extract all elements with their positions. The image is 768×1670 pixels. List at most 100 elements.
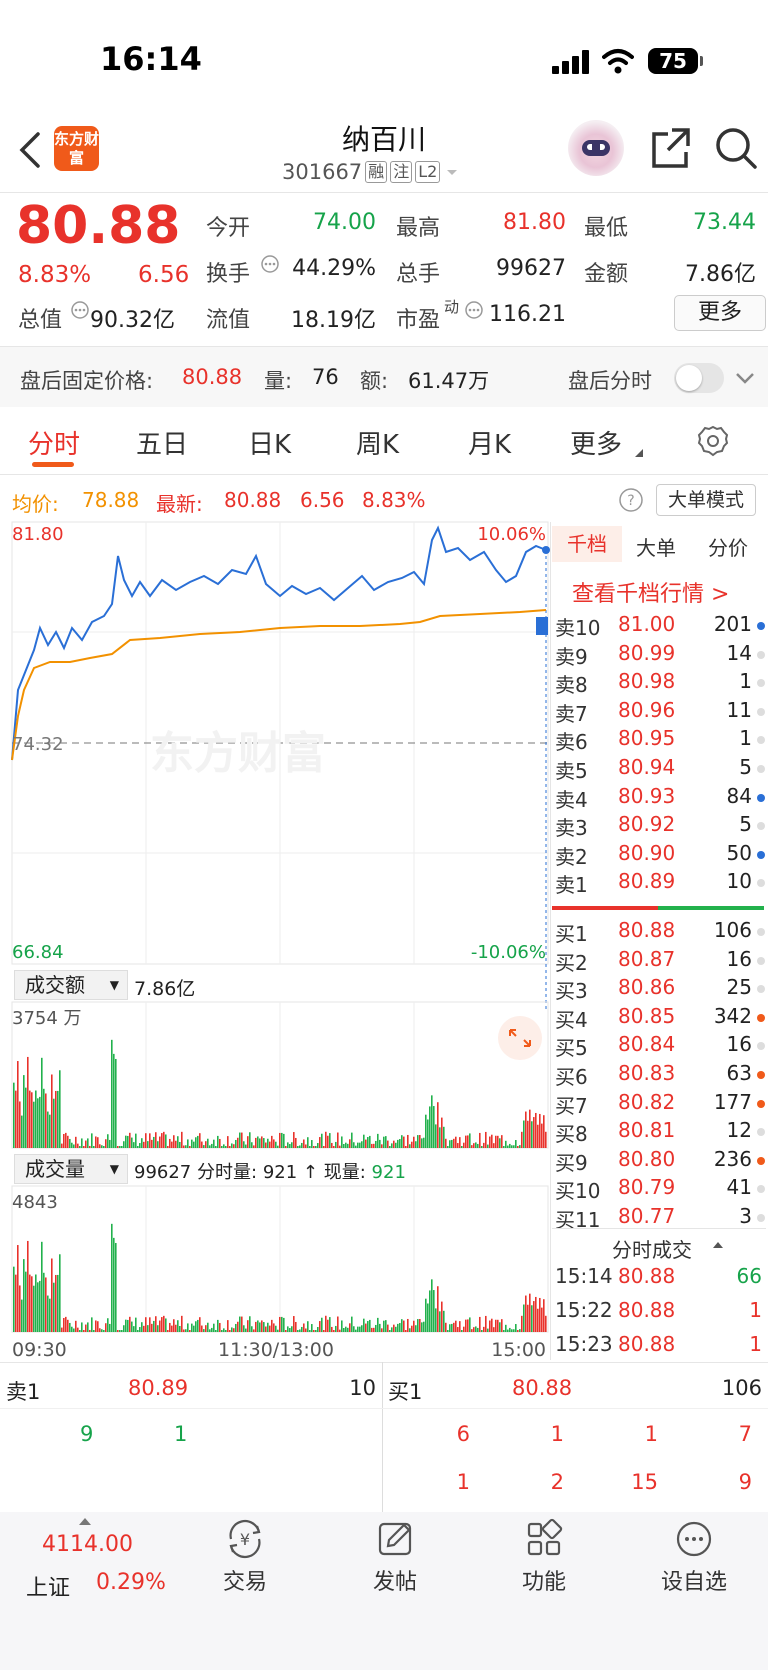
help-icon[interactable]: ? [618,487,644,513]
view-thousand-levels-link[interactable]: 查看千档行情 > [572,582,730,607]
volume-bar [81,1322,83,1332]
queue-buy-vol: 106 [721,1376,762,1400]
ask-row[interactable]: 卖5 80.94 5 [552,755,766,783]
ask-row[interactable]: 卖9 80.99 14 [552,641,766,669]
volume-bar [351,1132,353,1148]
large-order-mode-button[interactable]: 大单模式 [656,484,756,516]
tab-price-dist[interactable]: 分价 [708,536,748,560]
time-sales-title[interactable]: 分时成交 [612,1238,692,1262]
ask-row[interactable]: 卖10 81.00 201 [552,612,766,640]
ask-row[interactable]: 卖7 80.96 11 [552,698,766,726]
pe-superscript: 动 [444,298,460,316]
volume-bar [389,1330,391,1332]
volume-bar [221,1146,223,1148]
bid-row[interactable]: 买7 80.82 177 [552,1090,766,1118]
info-dots-icon[interactable] [260,254,280,274]
ask-row[interactable]: 卖4 80.93 84 [552,784,766,812]
tab-monthly-k[interactable]: 月K [468,430,512,460]
volume-bar [157,1325,159,1332]
volume-bar [53,1282,55,1332]
bid-level: 买3 [555,979,588,1004]
bid-dot-icon [757,1128,765,1137]
volume-bar [489,1136,491,1148]
nav-add-watchlist[interactable]: 设自选 [644,1518,744,1596]
amount-select[interactable]: 成交额 ▼ [14,970,128,1000]
index-pct[interactable]: 0.29% [96,1570,166,1595]
chevron-down-icon[interactable] [734,370,756,386]
volume-bar [127,1319,129,1332]
bid-row[interactable]: 买5 80.84 16 [552,1032,766,1060]
volume-bar [307,1137,309,1148]
bid-row[interactable]: 买2 80.87 16 [552,947,766,975]
bid-row[interactable]: 买1 80.88 106 [552,918,766,946]
tab-five-day[interactable]: 五日 [136,430,189,460]
tab-thousand-levels[interactable]: 千档 [552,526,622,562]
bid-row[interactable]: 买9 80.80 236 [552,1147,766,1175]
volume-bar [373,1143,375,1148]
ask-row[interactable]: 卖6 80.95 1 [552,726,766,754]
ai-assistant-avatar[interactable] [568,120,624,176]
tab-intraday[interactable]: 分时 [28,430,81,460]
tab-more[interactable]: 更多 [570,430,623,460]
after-hours-toggle[interactable] [674,363,724,393]
settings-gear-icon[interactable] [696,424,730,458]
search-icon[interactable] [714,126,758,170]
info-dots-icon[interactable] [464,300,484,320]
x-label-midday: 11:30/13:00 [218,1339,334,1361]
queue-sell-label: 卖1 [6,1380,41,1404]
bid-row[interactable]: 买8 80.81 12 [552,1118,766,1146]
volume-bar [67,1319,69,1332]
info-dots-icon[interactable] [70,300,90,320]
volume-bar [253,1145,255,1148]
volume-bar [245,1328,247,1332]
tab-daily-k[interactable]: 日K [248,430,292,460]
volume-bar [397,1323,399,1332]
nav-post[interactable]: 发帖 [345,1518,445,1596]
bid-row[interactable]: 买4 80.85 342 [552,1004,766,1032]
app-logo[interactable]: 东方财富 [54,126,99,171]
volume-bar [273,1139,275,1148]
collapse-up-icon[interactable] [78,1516,92,1526]
volume-bar [337,1316,339,1332]
volume-bar [163,1131,165,1148]
tab-weekly-k[interactable]: 周K [356,430,400,460]
sell-queue-order: 1 [174,1422,188,1446]
bid-row[interactable]: 买3 80.86 25 [552,975,766,1003]
share-icon[interactable] [650,126,692,170]
ask-price: 80.93 [618,783,676,808]
bid-row[interactable]: 买10 80.79 41 [552,1175,766,1203]
volume-bar [301,1326,303,1332]
ask-row[interactable]: 卖3 80.92 5 [552,812,766,840]
index-name[interactable]: 上证 [26,1576,71,1601]
volume-bar [471,1145,473,1148]
volume-bar [543,1115,545,1148]
nav-trade[interactable]: ¥ 交易 [195,1518,295,1596]
tab-large-orders[interactable]: 大单 [636,536,676,560]
expand-button[interactable] [498,1016,542,1060]
nav-functions[interactable]: 功能 [494,1518,594,1596]
volume-bar [209,1145,211,1148]
back-arrow-icon[interactable] [16,130,42,170]
volume-bar [469,1317,471,1332]
volume-bar [275,1325,277,1332]
bid-row[interactable]: 买6 80.83 63 [552,1061,766,1089]
ask-row[interactable]: 卖1 80.89 10 [552,869,766,897]
volume-bar [349,1323,351,1332]
volume-bar [279,1132,281,1148]
ask-dot-icon [757,622,765,630]
more-button[interactable]: 更多 [674,295,766,331]
index-value[interactable]: 4114.00 [42,1532,133,1557]
volume-bar [489,1320,491,1332]
volume-bar [253,1329,255,1332]
stock-code-row[interactable]: 301667 融 注 L2 [282,160,461,184]
volume-select[interactable]: 成交量 ▼ [14,1154,128,1184]
bid-price: 80.80 [618,1146,676,1171]
volume-bar [301,1142,303,1148]
volume-bar [29,1090,31,1148]
ask-volume: 10 [726,869,752,894]
volume-bar [527,1120,529,1148]
ask-row[interactable]: 卖8 80.98 1 [552,669,766,697]
volume-bar [465,1319,467,1332]
ask-row[interactable]: 卖2 80.90 50 [552,841,766,869]
